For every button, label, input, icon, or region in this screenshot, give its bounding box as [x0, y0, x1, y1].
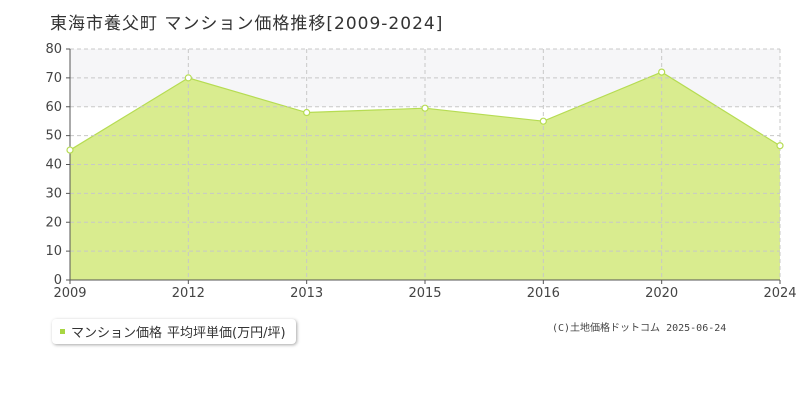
y-tick-label: 0: [54, 273, 62, 288]
x-tick-label: 2015: [408, 286, 441, 301]
copyright: (C)土地価格ドットコム 2025-06-24: [552, 323, 727, 334]
data-point: [658, 68, 666, 76]
data-point: [421, 104, 429, 112]
y-tick-label: 80: [45, 42, 62, 57]
legend: マンション価格 平均坪単価(万円/坪): [52, 319, 296, 344]
y-tick-label: 50: [45, 129, 62, 144]
y-tick-label: 70: [45, 71, 62, 86]
x-tick-label: 2024: [763, 286, 796, 301]
data-point: [66, 146, 74, 154]
x-tick-label: 2009: [53, 286, 86, 301]
data-points: [66, 68, 784, 154]
x-tick-label: 2012: [172, 286, 205, 301]
y-tick-label: 10: [45, 244, 62, 259]
y-tick-label: 20: [45, 215, 62, 230]
axes: [66, 48, 781, 284]
y-tick-label: 60: [45, 100, 62, 115]
legend-series-label: マンション価格: [71, 326, 163, 341]
x-tick-label: 2020: [645, 286, 678, 301]
legend-swatch: [60, 329, 65, 334]
data-point: [184, 74, 192, 82]
x-tick-label: 2013: [290, 286, 323, 301]
data-point: [303, 108, 311, 117]
grid: [70, 48, 781, 280]
data-point: [776, 142, 784, 150]
x-tick-label: 2016: [527, 286, 560, 301]
tick-labels: 0 10 20 30 40 50 60 70 80 2009 2012 2013 2015 2016 202…: [45, 42, 796, 301]
y-tick-label: 40: [45, 158, 62, 173]
legend-unit-label: 平均坪単価(万円/坪): [167, 326, 286, 341]
y-tick-label: 30: [45, 186, 62, 201]
chart-title: 東海市養父町 マンション価格推移[2009-2024]: [50, 14, 444, 34]
data-point: [539, 117, 547, 125]
